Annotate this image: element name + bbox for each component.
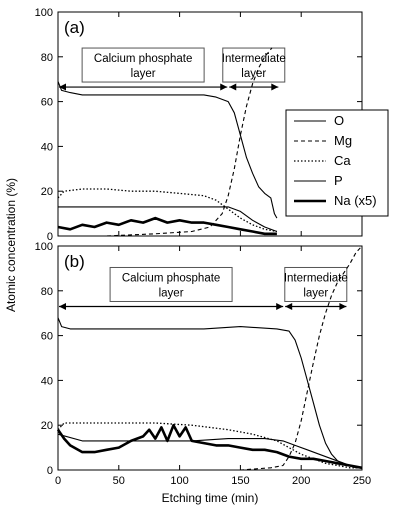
arrow-head (59, 83, 66, 91)
y-tick-label: 100 (35, 241, 53, 253)
y-tick-label: 60 (41, 331, 53, 343)
x-tick-label: 100 (170, 475, 188, 487)
panel-a: 0 20 40 60 80 100 (a) Calcium phosphate layer Int… (35, 7, 389, 243)
series-line-p (58, 206, 278, 233)
y-tick-label: 20 (41, 420, 53, 432)
panel-b: 0 20 40 60 80 100 0 50 100 150 200 250 Etching time … (35, 241, 372, 505)
x-tick-label: 0 (55, 475, 61, 487)
annotation-line-1: Intermediate (222, 53, 286, 65)
x-tick-label: 200 (292, 475, 310, 487)
arrow-head (220, 83, 228, 91)
y-tick-label: 20 (41, 186, 53, 198)
legend-label: O (334, 113, 344, 128)
arrow-head (59, 302, 66, 310)
y-tick-label: 100 (35, 7, 53, 19)
y-tick-label: 40 (41, 141, 53, 153)
series-line-o (57, 317, 363, 469)
arrow-head (339, 302, 347, 310)
y-tick-label: 0 (47, 231, 53, 243)
annotation-line-1: Calcium phosphate (94, 53, 192, 65)
arrow-head (285, 302, 293, 310)
panel-label: (a) (64, 18, 85, 37)
series-line-ca (57, 422, 362, 469)
annotation-line-2: layer (131, 68, 156, 80)
y-tick-label: 40 (41, 375, 53, 387)
annotation-line-2: layer (241, 68, 266, 80)
x-tick-label: 150 (231, 475, 249, 487)
arrow-head (276, 302, 284, 310)
series-line-o (57, 81, 278, 219)
legend-label: Na (x5) (334, 193, 377, 208)
annotation-box (222, 47, 286, 83)
y-axis-label: Atomic concentration (%) (4, 178, 18, 312)
panel-label: (b) (64, 252, 85, 271)
legend-box (285, 109, 389, 217)
x-axis-label: Etching time (min) (162, 491, 259, 505)
y-tick-label: 80 (41, 286, 53, 298)
series-line-mg (58, 47, 273, 237)
y-tick-label: 0 (47, 465, 53, 477)
legend-label: Ca (334, 153, 351, 168)
annotation-line-2: layer (159, 287, 184, 299)
y-tick-label: 60 (41, 97, 53, 109)
x-tick-label: 50 (113, 475, 125, 487)
annotation-line-2: layer (303, 287, 328, 299)
series-line-mg (58, 245, 363, 471)
annotation-box (109, 266, 233, 302)
y-tick-label: 80 (41, 52, 53, 64)
x-tick-label: 250 (353, 475, 371, 487)
annotation-line-1: Calcium phosphate (122, 272, 220, 284)
series-line-na-x5 (56, 423, 363, 470)
legend-label: P (334, 173, 343, 188)
arrow-head (271, 83, 279, 91)
arrow-head (229, 83, 237, 91)
plot-frame (57, 245, 363, 471)
annotation-box (81, 47, 205, 83)
annotation-line-1: Intermediate (284, 272, 348, 284)
series-line-ca (57, 188, 278, 233)
legend-label: Mg (334, 133, 352, 148)
series-line-na-x5 (57, 216, 277, 236)
